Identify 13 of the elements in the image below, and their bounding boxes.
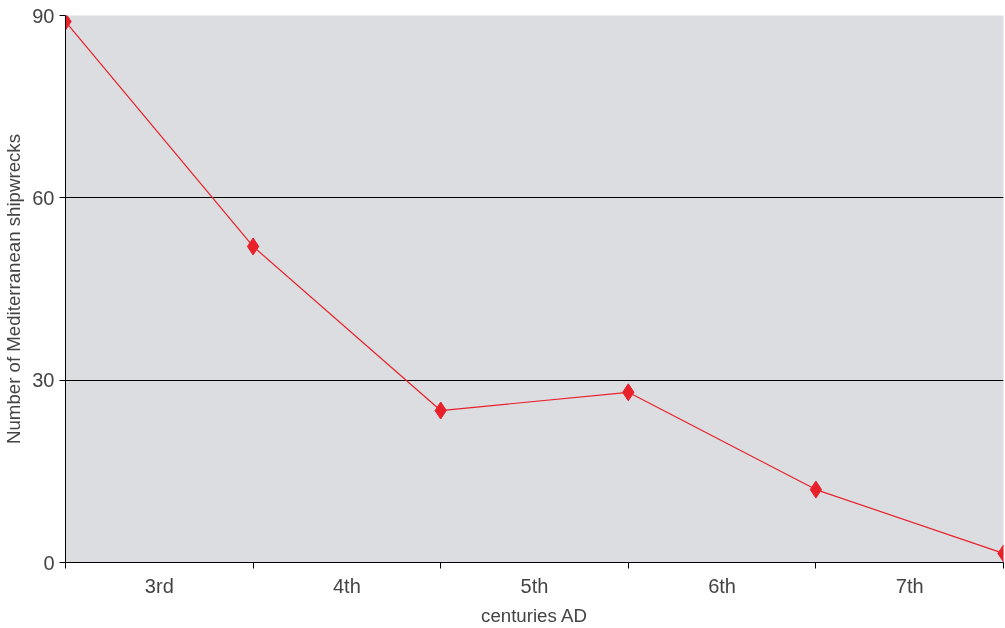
y-tick-label: 90	[32, 4, 55, 27]
text: 3rd	[144, 574, 174, 597]
y-tick-label: 0	[43, 551, 55, 574]
text: 4th	[333, 574, 361, 597]
text: 5th	[520, 574, 549, 597]
point	[809, 480, 823, 499]
y-tick-label: 30	[32, 369, 55, 392]
text: 6th	[708, 574, 737, 597]
x-axis-title: centuries AD	[481, 604, 587, 626]
text: 7th	[895, 574, 924, 597]
point	[246, 237, 260, 256]
y-tick-label: 60	[32, 186, 55, 209]
y-axis-title: Number of Mediterranean shipwrecks	[3, 133, 25, 445]
